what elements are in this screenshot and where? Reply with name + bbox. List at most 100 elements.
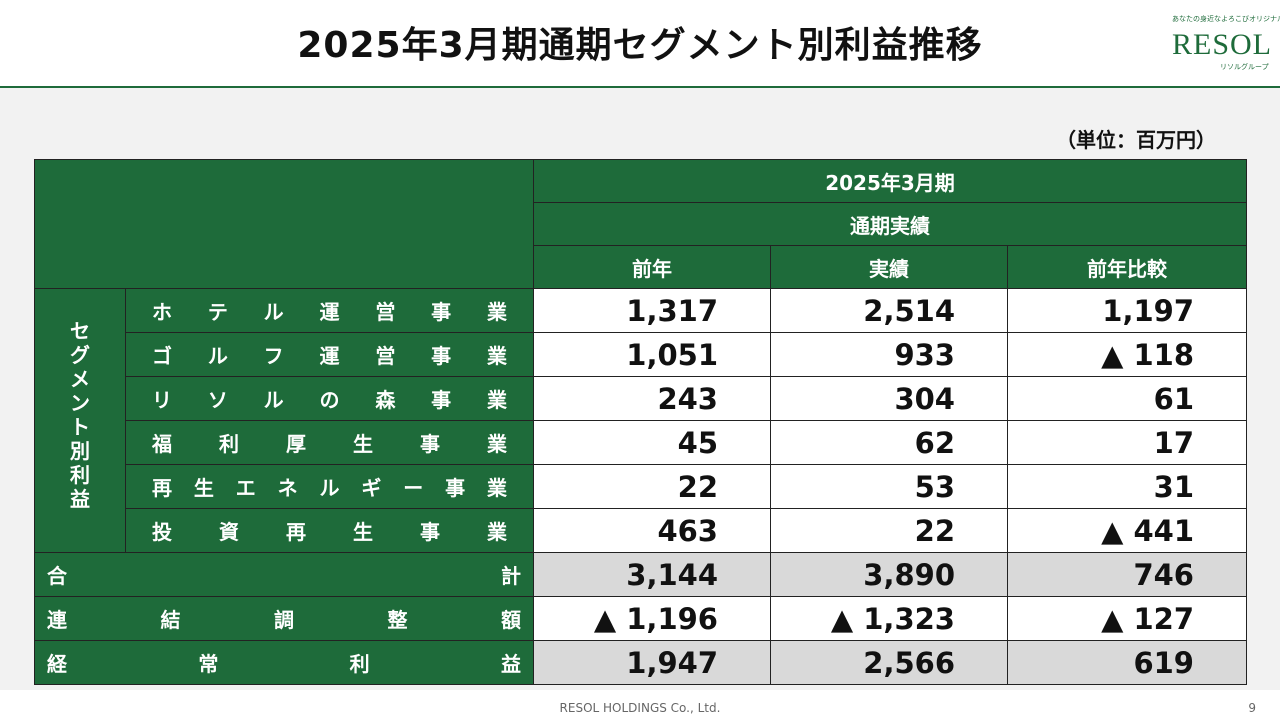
segment-name-char: ル [207,344,228,368]
segment-name-char: 事 [431,344,452,368]
segment-name-char: ギ [361,476,382,500]
value-cell: 17 [1007,420,1247,465]
segment-name-char: の [319,388,340,412]
segment-name: 再生エネルギー事業 [125,464,534,509]
segment-group-label-char: 別 [70,439,90,463]
segment-name-char: ル [319,476,340,500]
segment-group-label-char: ン [70,391,90,415]
segment-name-char: 投 [152,520,172,544]
table-row: ゴ ル フ 運 営 事 業 1,051 933 ▲ 118 [35,332,1247,377]
column-header-actual: 実績 [770,245,1008,289]
segment-name-char: 業 [486,300,507,324]
segment-name-char: 業 [486,388,507,412]
footer-bar [0,690,1280,720]
segment-name-char: ソ [207,388,228,412]
segment-name-char: 生 [353,520,373,544]
table-corner [34,159,534,289]
total-label-char: 益 [500,652,521,676]
value-cell: 61 [1007,376,1247,421]
segment-name-char: 再 [286,520,306,544]
segment-group-label-char: ト [70,415,90,439]
value-cell: 1,197 [1007,288,1247,333]
total-value-cell: ▲ 1,323 [770,596,1008,641]
total-label-char: 合 [47,564,67,588]
segment-group-label: セグメント別利益 [34,288,126,553]
segment-name-char: 事 [420,520,440,544]
column-header-prev-year: 前年 [533,245,771,289]
table-row: 再生エネルギー事業 22 53 31 [35,464,1247,509]
segment-name-char: ネ [277,476,298,500]
value-cell: 1,317 [533,288,771,333]
segment-name-char: 厚 [286,432,306,456]
value-cell: 2,514 [770,288,1008,333]
total-label-char: 計 [501,564,521,588]
page-number: 9 [1248,701,1256,715]
segment-name-char: フ [263,344,284,368]
segment-name-char: 再 [152,476,172,500]
segment-name-char: 事 [431,300,452,324]
segment-name: 投資再生事業 [125,508,534,553]
total-row-label: 連結調整額 [34,596,534,641]
total-value-cell: 3,890 [770,552,1008,597]
table-row: 投 資 再 生 事 業 463 22 ▲ 441 [35,508,1247,553]
total-label-char: 整 [387,608,408,632]
segment-name-char: 業 [487,476,507,500]
segment-name-char: ー [403,476,424,500]
value-cell: 45 [533,420,771,465]
total-row: 経 常 利 益 1,947 2,566 619 [34,640,1247,685]
value-cell: 31 [1007,464,1247,509]
segment-name-char: 生 [193,476,214,500]
logo-tagline: あなたの身近なよろこびオリジナル。 [1172,15,1280,23]
period-header: 2025年3月期 [533,159,1247,203]
segment-name-char: 事 [420,432,440,456]
total-label-char: 額 [501,608,521,632]
segment-name-char: 営 [375,300,396,324]
logo-name: RESOL [1172,28,1273,61]
segment-name-char: テ [207,300,228,324]
segment-name-char: 資 [219,520,239,544]
table-row: セグメント別利益ホテル運営事業 1,317 2,514 1,197 [34,288,1247,553]
segment-profit-table: 2025年3月期 通期実績 前年 実績 前年比較 セグメント別利益ホテル運営事業… [34,159,1247,685]
total-label-char: 経 [47,652,67,676]
segment-name-char: ゴ [152,344,172,368]
value-cell: 304 [770,376,1008,421]
segment-name: リソルの森事業 [125,376,534,421]
segment-name-char: 営 [375,344,396,368]
total-label-char: 利 [349,652,370,676]
resol-logo: あなたの身近なよろこびオリジナル。 RESOL リソルグループ [1168,14,1280,74]
table-row: リ ソ ル の 森 事 業 243 304 61 [35,376,1247,421]
column-header-yoy: 前年比較 [1007,245,1247,289]
value-cell: 463 [533,508,771,553]
total-value-cell: 3,144 [533,552,771,597]
value-cell: 22 [770,508,1008,553]
segment-group-label-char: グ [70,343,90,367]
header-bar: 2025年3月期通期セグメント別利益推移 あなたの身近なよろこびオリジナル。 R… [0,0,1280,88]
total-value-cell: ▲ 127 [1007,596,1247,641]
value-cell: ▲ 118 [1007,332,1247,377]
segment-name-char: ル [263,300,284,324]
segment-name-char: 事 [431,388,452,412]
segment-name-char: 生 [353,432,373,456]
segment-name-char: 利 [219,432,239,456]
value-cell: 22 [533,464,771,509]
value-cell: 1,051 [533,332,771,377]
segment-group-label-char: 益 [70,487,90,511]
segment-name-char: 運 [319,300,340,324]
value-cell: 53 [770,464,1008,509]
segment-group-label-char: 利 [70,463,90,487]
value-cell: 933 [770,332,1008,377]
table-row: 福 利 厚 生 事 業 45 62 17 [35,420,1247,465]
segment-name-char: 福 [152,432,172,456]
total-value-cell: 619 [1007,640,1247,685]
total-label-char: 常 [198,652,219,676]
segment-group-label-char: メ [70,367,90,391]
segment-name-char: ル [263,388,284,412]
segment-name-char: 事 [445,476,466,500]
segment-name-char: 運 [319,344,340,368]
total-value-cell: 2,566 [770,640,1008,685]
total-row-label: 合計 [34,552,534,597]
segment-name-char: エ [235,476,256,500]
total-label-char: 結 [160,608,181,632]
subperiod-header: 通期実績 [533,202,1247,246]
segment-name-char: ホ [152,300,172,324]
